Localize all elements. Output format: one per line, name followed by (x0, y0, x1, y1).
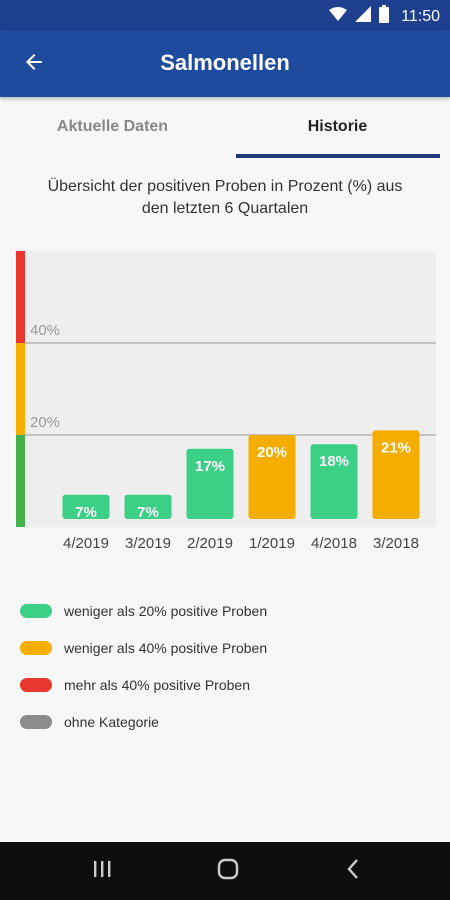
legend-item: ohne Kategorie (20, 703, 420, 740)
legend-item: weniger als 20% positive Proben (20, 592, 420, 629)
recent-apps-icon (92, 860, 112, 883)
signal-icon (355, 6, 372, 27)
bar (372, 430, 420, 519)
legend-label: weniger als 40% positive Proben (64, 639, 268, 656)
page-title: Salmonellen (160, 50, 290, 75)
bar-value-label: 20% (257, 444, 287, 461)
chart-description-line-2: den letzten 6 Quartalen (141, 200, 309, 217)
wifi-icon (329, 7, 348, 26)
tab-indicator (236, 154, 440, 158)
legend-swatch-orange (20, 640, 52, 655)
threshold-band (16, 251, 25, 343)
gridline-label: 40% (30, 322, 60, 339)
bar-value-label: 21% (381, 439, 411, 456)
recent-apps-button[interactable] (87, 856, 117, 886)
x-tick-label: 4/2018 (311, 535, 357, 552)
home-button[interactable] (213, 856, 243, 886)
x-tick-label: 1/2019 (249, 535, 295, 552)
chart-description-line-1: Übersicht der positiven Proben in Prozen… (47, 178, 403, 195)
legend-swatch-red (20, 677, 52, 692)
bar (62, 494, 110, 519)
tab-bar: Aktuelle Daten Historie (0, 97, 450, 159)
x-tick-label: 2/2019 (187, 535, 233, 552)
bar-value-label: 17% (195, 458, 225, 475)
history-bar-chart: 40% 20% 7% 4/2019 7% 3/2019 17% 2/2019 20% 1/2019… (16, 251, 436, 552)
status-bar: 11:50 (0, 0, 450, 30)
legend: weniger als 20% positive Proben weniger … (20, 592, 420, 740)
chart-description: Übersicht der positiven Proben in Prozen… (20, 176, 430, 220)
legend-item: weniger als 40% positive Proben (20, 629, 420, 666)
legend-label: ohne Kategorie (64, 713, 159, 730)
x-tick-label: 3/2019 (125, 535, 171, 552)
tab-aktuelle-daten[interactable]: Aktuelle Daten (56, 118, 169, 135)
bar (124, 494, 172, 519)
bar-value-label: 7% (75, 504, 97, 521)
battery-icon (379, 5, 390, 28)
legend-swatch-green (20, 603, 52, 618)
threshold-band (16, 435, 25, 527)
app-bar: Salmonellen (0, 30, 450, 97)
legend-swatch-gray (20, 714, 52, 729)
chevron-left-icon (346, 858, 360, 885)
threshold-band (16, 343, 25, 435)
arrow-left-icon (22, 50, 46, 79)
status-icons: 11:50 (329, 5, 440, 28)
status-time: 11:50 (401, 7, 440, 25)
back-button[interactable] (14, 46, 54, 82)
system-navigation-bar (0, 842, 450, 900)
system-back-button[interactable] (338, 856, 368, 886)
bar-value-label: 18% (319, 453, 349, 470)
bar-value-label: 7% (137, 504, 159, 521)
bar (310, 444, 358, 519)
tab-historie[interactable]: Historie (307, 118, 368, 135)
bar (186, 448, 234, 519)
legend-label: mehr als 40% positive Proben (64, 676, 250, 693)
x-tick-label: 3/2018 (373, 535, 419, 552)
legend-label: weniger als 20% positive Proben (64, 602, 268, 619)
bar (248, 435, 296, 519)
x-tick-label: 4/2019 (63, 535, 109, 552)
legend-item: mehr als 40% positive Proben (20, 666, 420, 703)
home-icon (216, 857, 240, 886)
gridline-label: 20% (30, 414, 60, 431)
